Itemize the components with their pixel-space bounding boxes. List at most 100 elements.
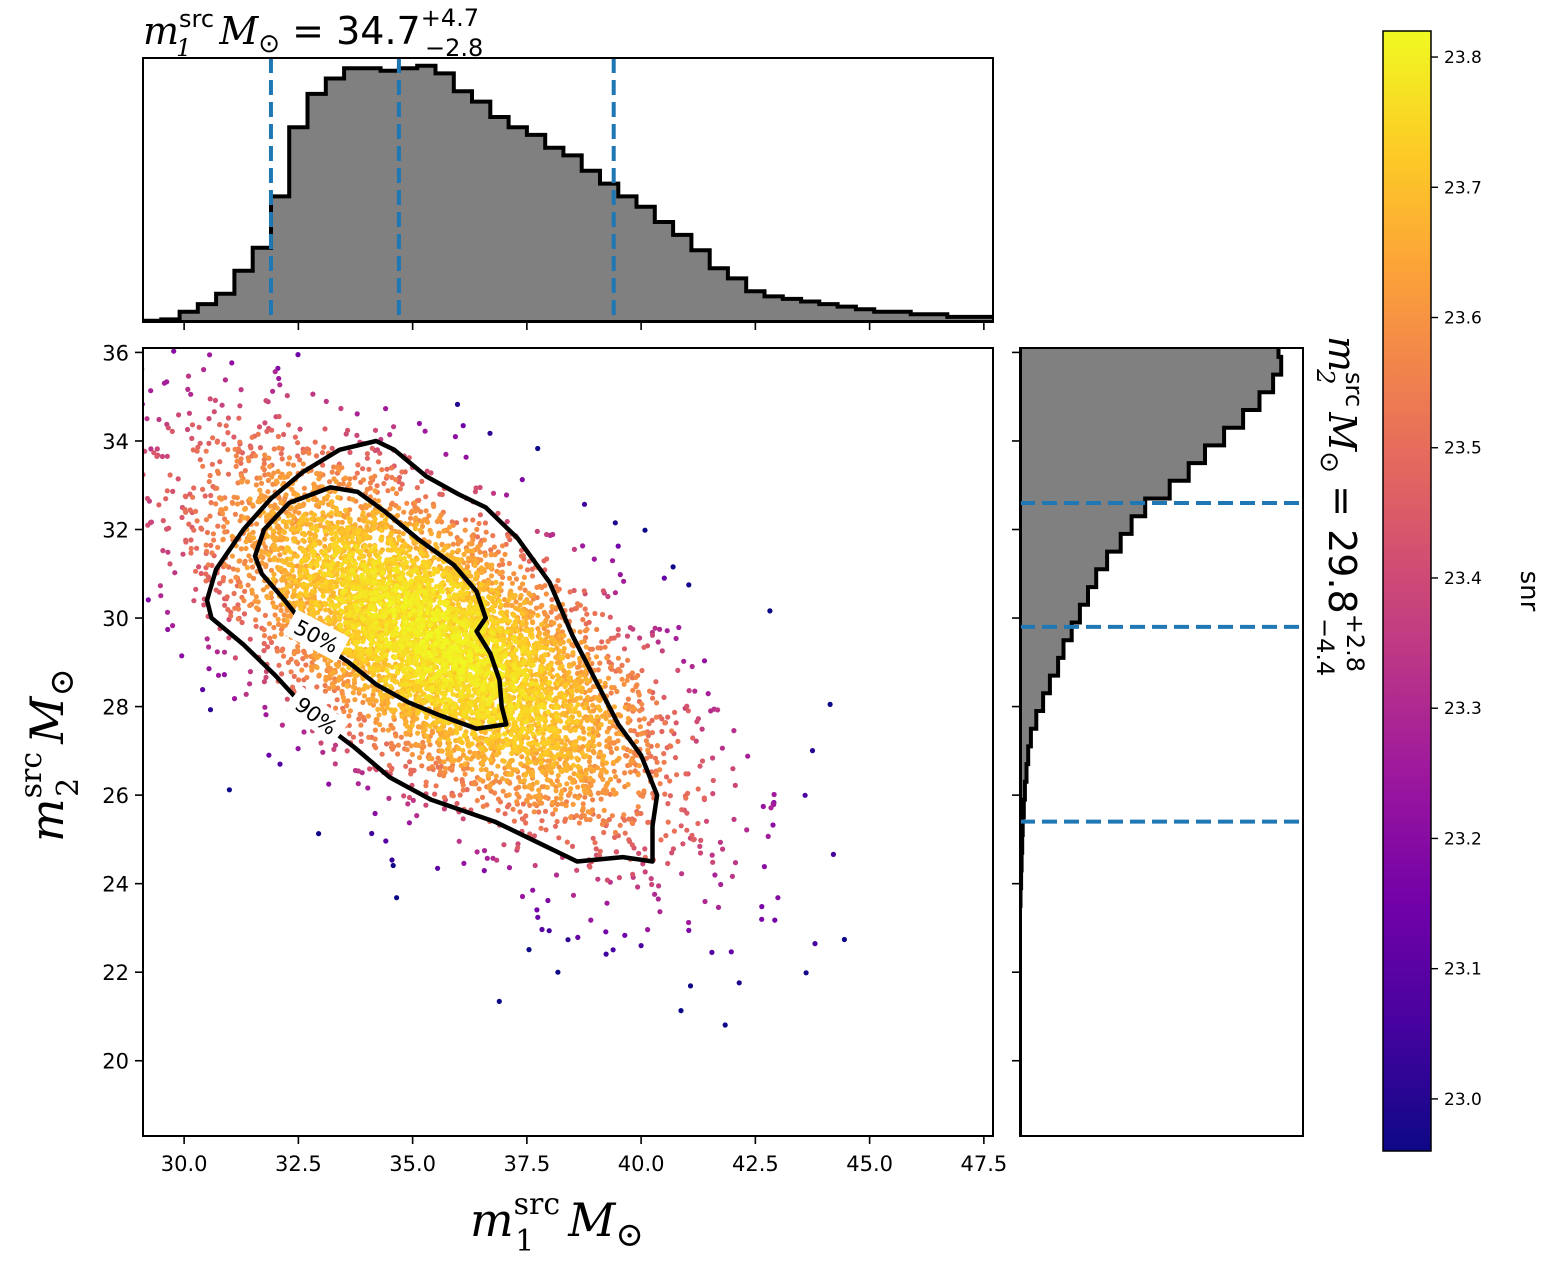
scatter-point	[286, 471, 292, 477]
scatter-point	[452, 434, 458, 440]
scatter-point	[307, 536, 313, 542]
scatter-point	[564, 839, 570, 845]
scatter-point	[206, 440, 212, 446]
scatter-point	[641, 644, 647, 650]
scatter-point	[496, 562, 502, 568]
scatter-point	[531, 833, 538, 839]
scatter-point	[580, 543, 586, 549]
scatter-point	[603, 819, 609, 825]
scatter-point	[474, 534, 481, 540]
scatter-point	[534, 907, 540, 913]
scatter-point	[571, 546, 578, 553]
scatter-point	[544, 784, 551, 791]
scatter-point	[504, 804, 511, 810]
scatter-point	[108, 472, 113, 477]
scatter-point	[194, 448, 200, 454]
scatter-point	[314, 684, 320, 690]
scatter-point	[537, 636, 543, 642]
scatter-point	[625, 696, 632, 702]
scatter-point	[409, 722, 415, 729]
scatter-point	[186, 410, 192, 416]
scatter-point	[395, 751, 401, 757]
scatter-point	[365, 785, 371, 791]
scatter-point	[387, 506, 393, 512]
scatter-point	[336, 468, 342, 474]
scatter-point	[529, 634, 535, 640]
scatter-point	[422, 428, 428, 434]
scatter-point	[522, 587, 528, 593]
scatter-point	[566, 669, 572, 676]
scatter-point	[478, 745, 484, 751]
scatter-point	[542, 688, 548, 694]
scatter-point	[385, 727, 392, 733]
scatter-point	[272, 369, 278, 375]
scatter-point	[271, 571, 277, 577]
scatter-point	[456, 838, 462, 844]
scatter-point	[286, 575, 292, 582]
scatter-point	[626, 837, 632, 843]
scatter-point	[276, 445, 282, 451]
scatter-point	[454, 725, 460, 731]
scatter-point	[207, 707, 214, 713]
scatter-point	[526, 590, 532, 597]
scatter-point	[189, 422, 196, 428]
scatter-point	[655, 896, 661, 902]
scatter-point	[214, 485, 220, 491]
scatter-point	[129, 521, 134, 526]
scatter-point	[570, 650, 576, 656]
scatter-point	[406, 820, 412, 826]
scatter-point	[528, 794, 534, 800]
scatter-point	[76, 391, 81, 396]
m1-histogram-steps	[143, 63, 993, 322]
scatter-point	[535, 612, 541, 619]
scatter-point	[685, 790, 691, 797]
scatter-point	[272, 633, 278, 640]
scatter-point	[301, 581, 307, 587]
scatter-point	[235, 567, 241, 573]
scatter-point	[539, 818, 545, 824]
scatter-point	[652, 755, 659, 761]
scatter-point	[718, 881, 724, 888]
scatter-point	[586, 731, 592, 737]
scatter-point	[525, 628, 531, 634]
scatter-point	[277, 552, 283, 558]
scatter-point	[279, 648, 285, 654]
scatter-point	[271, 557, 277, 563]
scatter-point	[61, 325, 66, 330]
scatter-point	[614, 745, 620, 752]
scatter-point	[429, 764, 435, 770]
scatter-point	[285, 422, 292, 428]
scatter-point	[616, 778, 622, 784]
scatter-point	[542, 583, 548, 589]
scatter-point	[585, 694, 591, 701]
scatter-point	[568, 786, 574, 792]
scatter-point	[593, 729, 600, 735]
scatter-point	[521, 599, 528, 606]
scatter-point	[585, 678, 591, 684]
scatter-point	[616, 755, 622, 761]
scatter-point	[521, 574, 528, 581]
scatter-point	[685, 708, 691, 714]
scatter-point	[665, 801, 671, 807]
scatter-point	[323, 398, 329, 404]
scatter-point	[616, 875, 623, 881]
scatter-point	[636, 692, 642, 698]
scatter-point	[642, 527, 648, 533]
scatter-point	[588, 917, 594, 923]
scatter-point	[563, 803, 569, 809]
scatter-point	[507, 575, 513, 582]
scatter-point	[225, 606, 231, 613]
scatter-point	[261, 461, 267, 467]
scatter-point	[572, 683, 578, 690]
scatter-point	[559, 663, 565, 670]
scatter-point	[539, 621, 545, 628]
scatter-point	[257, 487, 263, 493]
scatter-point	[278, 451, 284, 457]
scatter-point	[372, 810, 378, 817]
scatter-point	[575, 763, 581, 770]
scatter-point	[544, 623, 550, 629]
scatter-point	[383, 524, 389, 530]
scatter-point	[613, 849, 620, 855]
scatter-point	[342, 535, 348, 541]
scatter-point	[506, 560, 512, 567]
